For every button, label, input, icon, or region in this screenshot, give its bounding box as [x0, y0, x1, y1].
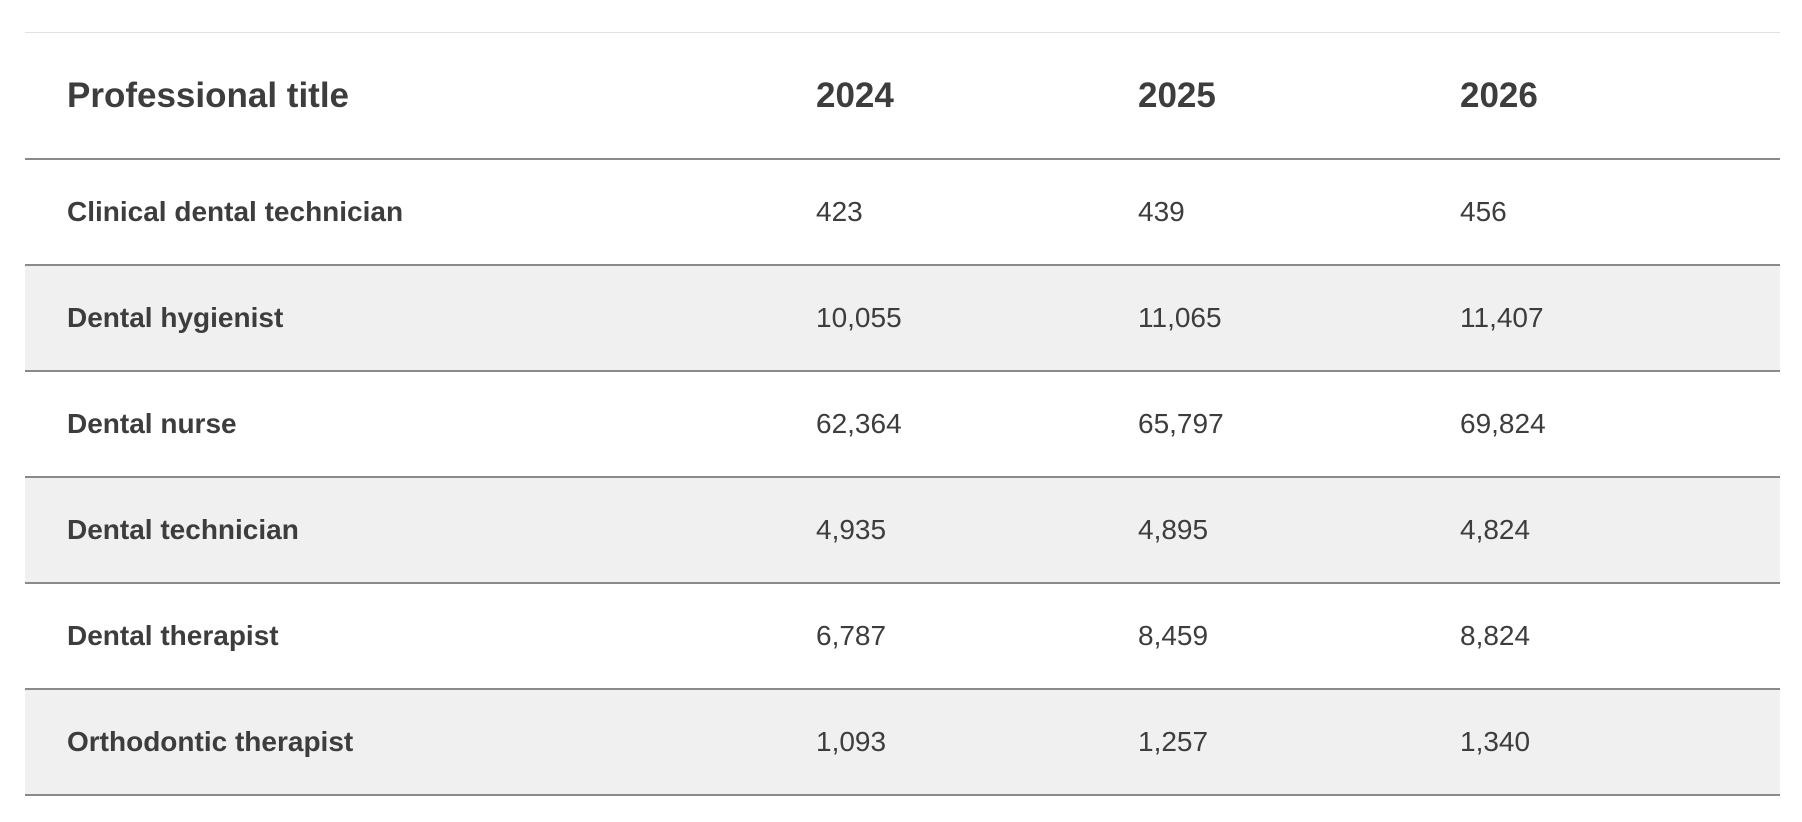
header-2024: 2024 [816, 33, 1138, 160]
header-2025: 2025 [1138, 33, 1460, 160]
table-row: Dental technician 4,935 4,895 4,824 [25, 477, 1780, 584]
value-2025: 1,257 [1138, 689, 1460, 796]
value-2025: 439 [1138, 159, 1460, 266]
table-header: Professional title 2024 2025 2026 [25, 33, 1780, 160]
table-row: Clinical dental technician 423 439 456 [25, 159, 1780, 266]
registrant-table-container: Professional title 2024 2025 2026 Clinic… [25, 32, 1780, 796]
row-title: Dental therapist [25, 583, 816, 690]
table-row: Dental nurse 62,364 65,797 69,824 [25, 371, 1780, 478]
value-2026: 456 [1460, 159, 1780, 266]
table-row: Dental therapist 6,787 8,459 8,824 [25, 583, 1780, 690]
value-2025: 11,065 [1138, 265, 1460, 372]
value-2026: 11,407 [1460, 265, 1780, 372]
value-2024: 62,364 [816, 371, 1138, 478]
value-2024: 10,055 [816, 265, 1138, 372]
value-2024: 6,787 [816, 583, 1138, 690]
header-professional-title: Professional title [25, 33, 816, 160]
value-2026: 69,824 [1460, 371, 1780, 478]
value-2026: 4,824 [1460, 477, 1780, 584]
header-row: Professional title 2024 2025 2026 [25, 33, 1780, 160]
row-title: Dental nurse [25, 371, 816, 478]
value-2026: 1,340 [1460, 689, 1780, 796]
row-title: Orthodontic therapist [25, 689, 816, 796]
value-2026: 8,824 [1460, 583, 1780, 690]
value-2025: 65,797 [1138, 371, 1460, 478]
value-2025: 8,459 [1138, 583, 1460, 690]
value-2024: 423 [816, 159, 1138, 266]
value-2024: 4,935 [816, 477, 1138, 584]
registrant-table: Professional title 2024 2025 2026 Clinic… [25, 33, 1780, 796]
table-row: Orthodontic therapist 1,093 1,257 1,340 [25, 689, 1780, 796]
row-title: Dental technician [25, 477, 816, 584]
table-row: Dental hygienist 10,055 11,065 11,407 [25, 265, 1780, 372]
row-title: Dental hygienist [25, 265, 816, 372]
value-2024: 1,093 [816, 689, 1138, 796]
header-2026: 2026 [1460, 33, 1780, 160]
row-title: Clinical dental technician [25, 159, 816, 266]
table-body: Clinical dental technician 423 439 456 D… [25, 159, 1780, 796]
value-2025: 4,895 [1138, 477, 1460, 584]
